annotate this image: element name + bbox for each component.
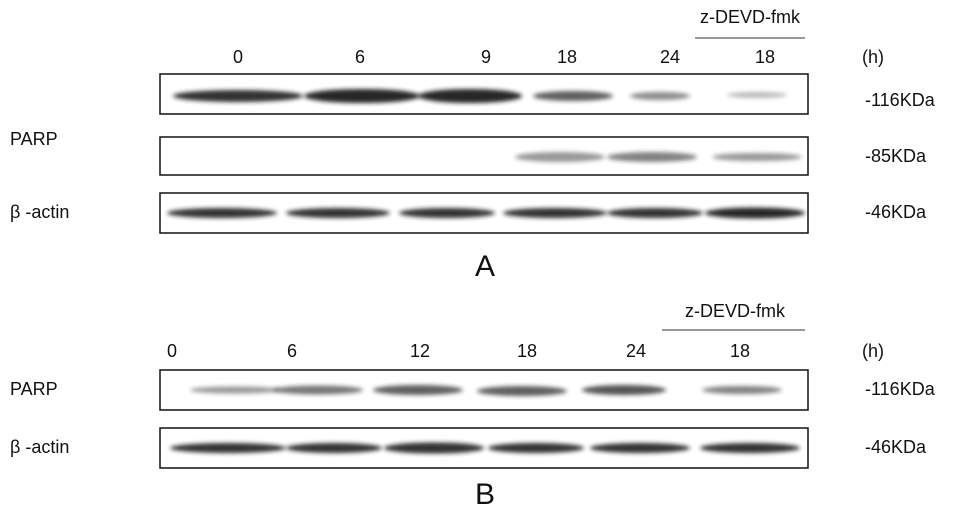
- size-label: -46KDa: [865, 437, 927, 457]
- lane-label: 24: [660, 47, 680, 67]
- protein-label: β -actin: [10, 202, 69, 222]
- size-label: -116KDa: [865, 379, 936, 399]
- lane-label: 6: [287, 341, 297, 361]
- panel-label: A: [475, 250, 495, 283]
- size-label: -85KDa: [865, 146, 927, 166]
- lane-label: 18: [730, 341, 750, 361]
- lane-label: 18: [755, 47, 775, 67]
- lane-label: 6: [355, 47, 365, 67]
- figure: z-DEVD-fmk 0 6 9 18 24 18 (h) -116KDa PA…: [0, 0, 961, 512]
- size-label: -116KDa: [865, 90, 936, 110]
- lane-label: 18: [557, 47, 577, 67]
- lane-label: 0: [233, 47, 243, 67]
- protein-label: β -actin: [10, 437, 69, 457]
- protein-label: PARP: [10, 379, 58, 399]
- unit-label: (h): [862, 47, 884, 67]
- lane-label: 18: [517, 341, 537, 361]
- panel-label: B: [475, 478, 495, 511]
- unit-label: (h): [862, 341, 884, 361]
- lane-label: 9: [481, 47, 491, 67]
- lane-label: 0: [167, 341, 177, 361]
- size-label: -46KDa: [865, 202, 927, 222]
- lane-label: 12: [410, 341, 430, 361]
- treatment-label: z-DEVD-fmk: [700, 7, 801, 27]
- bands: [515, 152, 802, 162]
- lane-label: 24: [626, 341, 646, 361]
- blot: [160, 137, 808, 175]
- treatment-label: z-DEVD-fmk: [685, 301, 786, 321]
- protein-label: PARP: [10, 129, 58, 149]
